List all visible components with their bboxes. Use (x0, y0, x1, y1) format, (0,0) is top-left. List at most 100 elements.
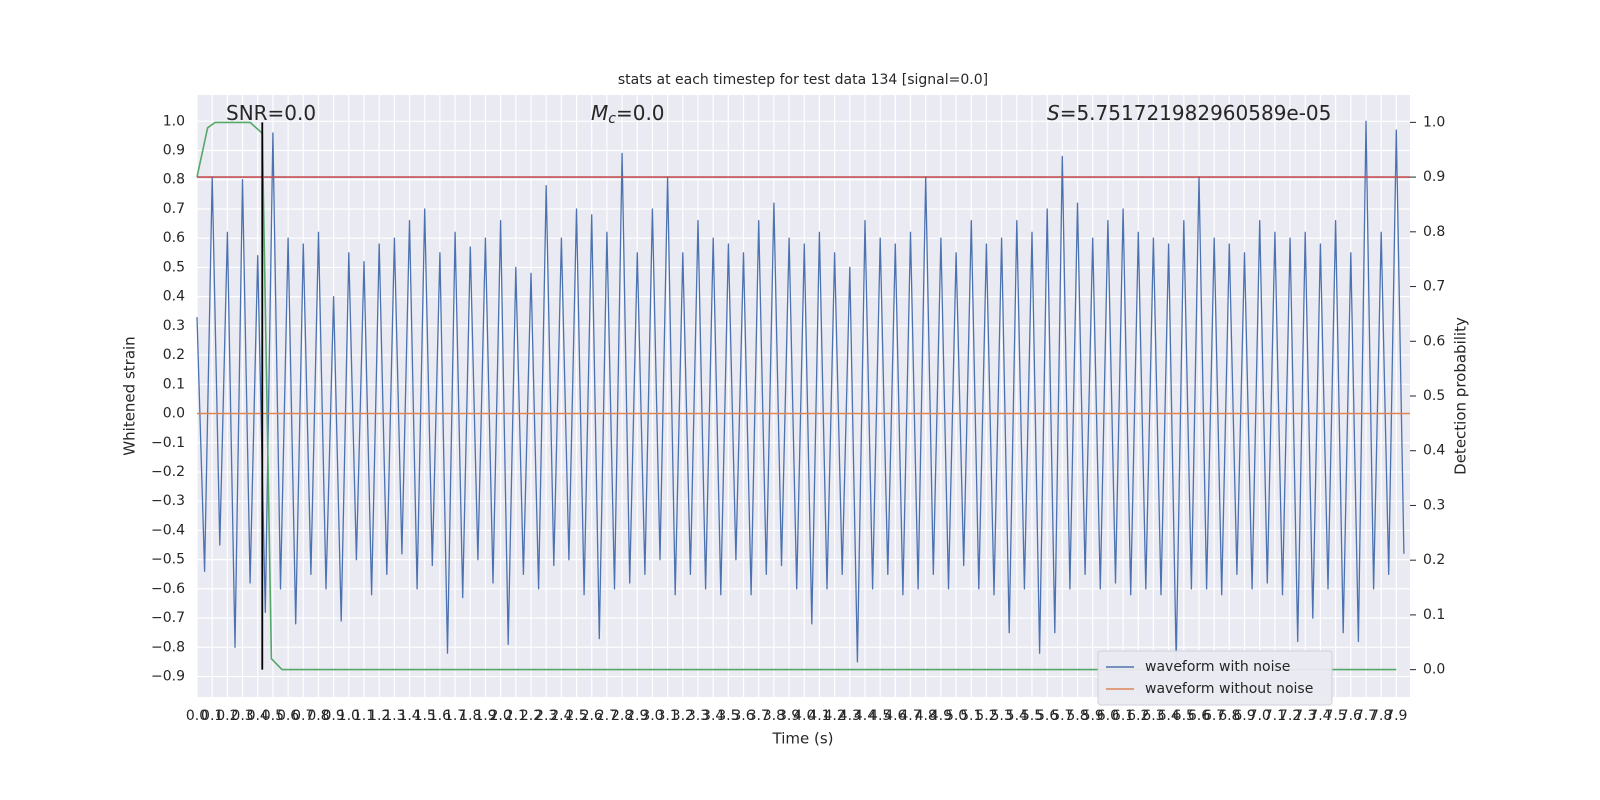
x-tick-label: 2.6 (581, 708, 603, 724)
y-tick-label: 0.9 (163, 143, 185, 159)
x-tick-label: 6.4 (1157, 708, 1179, 724)
y-tick-label: −0.5 (151, 552, 185, 568)
annotation: S=5.751721982960589e-05 (1047, 101, 1331, 125)
x-tick-label: 3.8 (763, 708, 785, 724)
y2-tick-label: 0.0 (1423, 662, 1445, 678)
y-tick-label: −0.1 (151, 435, 185, 451)
y-tick-label: −0.9 (151, 669, 185, 685)
y-tick-label: 0.5 (163, 259, 185, 275)
x-tick-label: 6.0 (1097, 708, 1119, 724)
series-line (196, 121, 1397, 671)
x-tick-label: 2.9 (626, 708, 648, 724)
x-tick-label: 1.1 (353, 708, 375, 724)
x-tick-label: 2.4 (550, 708, 572, 724)
x-tick-label: 1.2 (368, 708, 390, 724)
x-tick-label: 7.8 (1370, 708, 1392, 724)
x-tick-label: 4.9 (930, 708, 952, 724)
x-tick-label: 3.0 (641, 708, 663, 724)
x-tick-label: 3.9 (778, 708, 800, 724)
x-axis-label: Time (s) (772, 730, 834, 748)
y-tick-label: −0.2 (151, 464, 185, 480)
y-tick-label: 0.1 (163, 376, 185, 392)
x-tick-label: 0.0 (186, 708, 208, 724)
y-tick-label: 0.0 (163, 406, 185, 422)
x-tick-label: 6.9 (1233, 708, 1255, 724)
series-line (196, 120, 1405, 663)
x-tick-label: 0.3 (231, 708, 253, 724)
y-axis-label: Whitened strain (121, 336, 139, 455)
x-tick-label: 6.2 (1127, 708, 1149, 724)
x-tick-label: 7.7 (1355, 708, 1377, 724)
x-tick-label: 2.2 (520, 708, 542, 724)
x-tick-label: 0.2 (216, 708, 238, 724)
x-tick-label: 3.7 (748, 708, 770, 724)
x-tick-label: 7.2 (1279, 708, 1301, 724)
x-tick-label: 7.9 (1385, 708, 1407, 724)
x-tick-label: 6.7 (1203, 708, 1225, 724)
x-tick-label: 1.9 (474, 708, 496, 724)
annotation: SNR=0.0 (226, 101, 316, 125)
y2-tick-label: 1.0 (1423, 114, 1445, 130)
chart-title: stats at each timestep for test data 134… (618, 72, 988, 88)
x-tick-label: 3.6 (732, 708, 754, 724)
x-tick-label: 6.1 (1112, 708, 1134, 724)
y-tick-label: 0.2 (163, 347, 185, 363)
annotation: Mc=0.0 (591, 101, 665, 128)
annotation-text: =0.0 (616, 101, 665, 125)
x-tick-label: 5.5 (1021, 708, 1043, 724)
annotation-subscript: c (608, 111, 616, 127)
y2-tick-label: 0.9 (1423, 169, 1445, 185)
x-tick-label: 0.5 (262, 708, 284, 724)
annotation-symbol: M (591, 101, 608, 125)
x-tick-label: 6.5 (1173, 708, 1195, 724)
x-tick-label: 1.7 (444, 708, 466, 724)
y-tick-label: 0.8 (163, 172, 185, 188)
y-tick-label: −0.4 (151, 522, 185, 538)
x-tick-label: 4.6 (884, 708, 906, 724)
x-tick-label: 2.7 (596, 708, 618, 724)
y2-tick-label: 0.5 (1423, 388, 1445, 404)
x-tick-label: 1.3 (383, 708, 405, 724)
y-tick-label: −0.7 (151, 610, 185, 626)
y-tick-label: 0.4 (163, 289, 185, 305)
x-tick-label: 6.8 (1218, 708, 1240, 724)
x-tick-label: 6.3 (1142, 708, 1164, 724)
x-tick-label: 4.7 (899, 708, 921, 724)
x-tick-label: 5.9 (1082, 708, 1104, 724)
x-tick-label: 3.1 (656, 708, 678, 724)
x-tick-label: 5.6 (1036, 708, 1058, 724)
x-tick-label: 1.6 (429, 708, 451, 724)
x-tick-label: 5.4 (1006, 708, 1028, 724)
legend-label: waveform with noise (1145, 659, 1290, 675)
x-tick-label: 0.7 (292, 708, 314, 724)
x-tick-label: 1.8 (459, 708, 481, 724)
legend-label: waveform without noise (1145, 681, 1313, 697)
y-tick-label: −0.3 (151, 493, 185, 509)
x-tick-label: 5.3 (990, 708, 1012, 724)
x-tick-label: 5.8 (1066, 708, 1088, 724)
y2-tick-label: 0.4 (1423, 443, 1445, 459)
x-tick-label: 4.1 (808, 708, 830, 724)
x-tick-label: 2.3 (535, 708, 557, 724)
x-tick-label: 4.3 (839, 708, 861, 724)
x-tick-label: 4.2 (823, 708, 845, 724)
annotation-symbol: S (1047, 101, 1060, 125)
y-tick-label: −0.6 (151, 581, 185, 597)
y2-axis-label: Detection probability (1452, 317, 1470, 475)
x-tick-label: 0.9 (323, 708, 345, 724)
y2-tick-label: 0.2 (1423, 552, 1445, 568)
plot-area (197, 95, 1410, 697)
x-tick-label: 7.5 (1324, 708, 1346, 724)
y-tick-label: −0.8 (151, 639, 185, 655)
x-tick-label: 0.4 (247, 708, 269, 724)
x-tick-label: 7.1 (1264, 708, 1286, 724)
x-tick-label: 0.8 (307, 708, 329, 724)
x-tick-label: 7.0 (1249, 708, 1271, 724)
x-tick-label: 0.6 (277, 708, 299, 724)
x-tick-label: 1.5 (414, 708, 436, 724)
x-tick-label: 4.8 (915, 708, 937, 724)
annotation-text: SNR=0.0 (226, 101, 316, 125)
x-tick-label: 5.1 (960, 708, 982, 724)
x-tick-label: 3.4 (702, 708, 724, 724)
y2-tick-label: 0.3 (1423, 497, 1445, 513)
